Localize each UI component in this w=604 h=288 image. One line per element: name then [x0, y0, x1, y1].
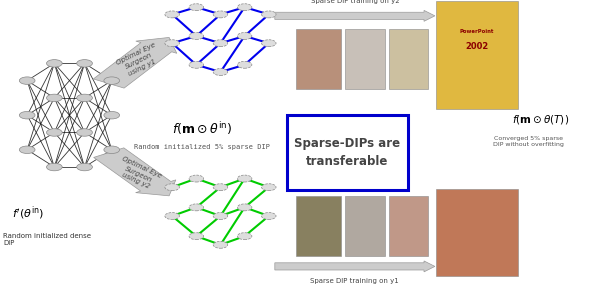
Circle shape	[213, 184, 228, 191]
Circle shape	[165, 11, 179, 18]
Circle shape	[104, 146, 120, 154]
Circle shape	[47, 129, 62, 136]
Circle shape	[213, 40, 228, 47]
Circle shape	[77, 129, 92, 136]
Bar	[436, 1, 518, 109]
Circle shape	[77, 163, 92, 171]
Bar	[389, 196, 428, 256]
Circle shape	[213, 213, 228, 219]
Circle shape	[189, 61, 204, 68]
FancyArrow shape	[275, 261, 435, 272]
Circle shape	[165, 213, 179, 219]
Circle shape	[77, 60, 92, 67]
FancyArrow shape	[94, 37, 177, 88]
Text: Sparse-DIPs are
transferable: Sparse-DIPs are transferable	[294, 137, 400, 168]
Circle shape	[189, 233, 204, 240]
FancyBboxPatch shape	[287, 115, 408, 190]
Circle shape	[165, 40, 179, 47]
Text: Converged 5% sparse
DIP without overfitting: Converged 5% sparse DIP without overfitt…	[493, 136, 564, 147]
Circle shape	[213, 11, 228, 18]
Circle shape	[104, 111, 120, 119]
Circle shape	[213, 241, 228, 248]
Circle shape	[47, 60, 62, 67]
Circle shape	[237, 61, 252, 68]
Circle shape	[189, 33, 204, 39]
Text: $f(\mathbf{m} \odot \theta^{\mathrm{in}})$: $f(\mathbf{m} \odot \theta^{\mathrm{in}}…	[172, 120, 233, 137]
Circle shape	[47, 94, 62, 102]
Circle shape	[237, 4, 252, 11]
Circle shape	[262, 11, 276, 18]
Text: $f(\mathbf{m} \odot \theta(T))$: $f(\mathbf{m} \odot \theta(T))$	[512, 113, 569, 126]
Text: Random initialized 5% sparse DIP: Random initialized 5% sparse DIP	[134, 144, 271, 150]
FancyArrow shape	[94, 148, 176, 196]
FancyArrow shape	[275, 10, 435, 21]
Circle shape	[213, 69, 228, 75]
Circle shape	[189, 175, 204, 182]
Bar	[296, 29, 341, 89]
Text: PowerPoint: PowerPoint	[460, 29, 494, 34]
Text: 2002: 2002	[465, 42, 489, 51]
Circle shape	[47, 163, 62, 171]
Circle shape	[19, 146, 35, 154]
Text: $f'(\theta^{\mathrm{in}})$: $f'(\theta^{\mathrm{in}})$	[12, 204, 44, 222]
Circle shape	[77, 94, 92, 102]
Circle shape	[189, 4, 204, 11]
Bar	[389, 29, 428, 89]
Circle shape	[262, 40, 276, 47]
Bar	[436, 189, 518, 276]
Circle shape	[104, 77, 120, 84]
Circle shape	[189, 204, 204, 211]
Circle shape	[237, 233, 252, 240]
Circle shape	[237, 33, 252, 39]
Circle shape	[165, 184, 179, 191]
Bar	[345, 29, 385, 89]
Circle shape	[19, 111, 35, 119]
Circle shape	[19, 77, 35, 84]
Text: Sparse DIP training on y1: Sparse DIP training on y1	[310, 278, 399, 284]
Circle shape	[262, 184, 276, 191]
Text: Sparse DIP training on y2: Sparse DIP training on y2	[310, 0, 399, 4]
Circle shape	[237, 175, 252, 182]
Bar	[345, 196, 385, 256]
Text: Optimal Eye
Surgeon
using y1: Optimal Eye Surgeon using y1	[115, 41, 163, 79]
Circle shape	[237, 204, 252, 211]
Circle shape	[262, 213, 276, 219]
Text: Optimal Eye
Surgeon
using y2: Optimal Eye Surgeon using y2	[115, 156, 163, 193]
Bar	[296, 196, 341, 256]
Text: Random initialized dense
DIP: Random initialized dense DIP	[3, 232, 91, 246]
